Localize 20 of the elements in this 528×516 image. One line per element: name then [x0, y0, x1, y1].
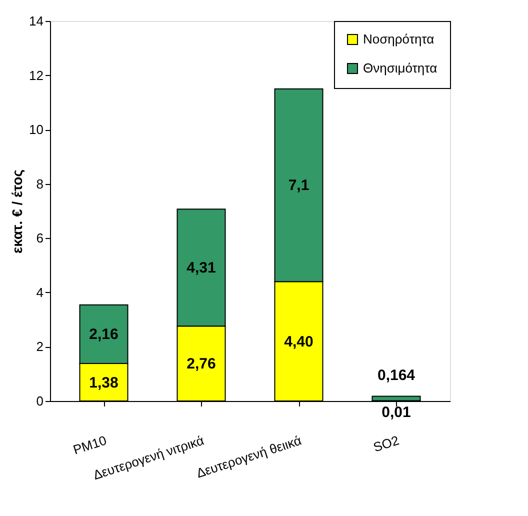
- y-tick-label: 10: [29, 122, 44, 138]
- data-label: 1,38: [89, 374, 118, 392]
- data-label: 7,1: [288, 177, 310, 194]
- x-tick-label: SO2: [371, 432, 401, 455]
- data-label: 4,31: [186, 260, 216, 277]
- legend-label: Νοσηρότητα: [363, 32, 435, 46]
- y-tick-label: 12: [29, 68, 44, 83]
- data-label: 4,40: [284, 333, 314, 350]
- legend-label: Θνησιμότητα: [363, 60, 438, 76]
- y-tick-label: 8: [36, 176, 44, 192]
- data-label: 2,76: [186, 356, 216, 373]
- y-tick-label: 0: [36, 394, 44, 408]
- y-tick-label: 14: [29, 14, 44, 28]
- y-axis-title: εκατ. € / έτος: [9, 169, 26, 254]
- data-label: 0,164: [377, 366, 416, 384]
- data-label: 2,16: [89, 326, 118, 344]
- y-tick-label: 2: [36, 339, 44, 354]
- data-label: 0,01: [382, 404, 411, 421]
- y-tick-label: 4: [36, 284, 44, 300]
- y-tick-label: 6: [36, 230, 44, 246]
